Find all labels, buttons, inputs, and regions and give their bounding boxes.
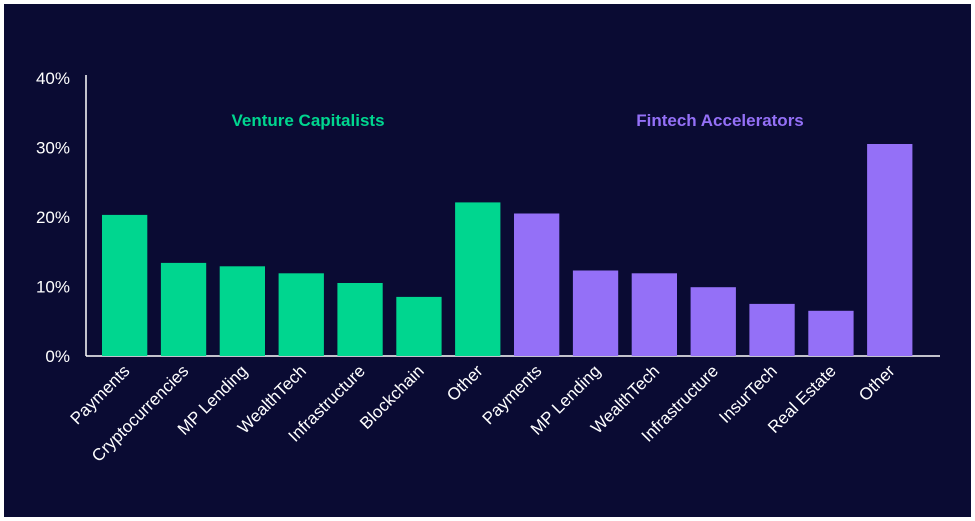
y-tick-label: 40% xyxy=(36,69,70,88)
bar-insurtech xyxy=(749,303,795,356)
bar-real-estate xyxy=(808,310,854,356)
bar-mp-lending xyxy=(219,266,265,356)
bar-wealthtech xyxy=(631,273,677,356)
y-tick-label: 30% xyxy=(36,139,70,158)
y-tick-label: 0% xyxy=(45,347,70,366)
bar-cryptocurrencies xyxy=(160,262,207,356)
bar-payments xyxy=(102,214,148,356)
bar-other xyxy=(455,202,501,356)
group-label: Fintech Accelerators xyxy=(636,111,804,130)
bar-blockchain xyxy=(396,296,442,356)
category-label: Other xyxy=(443,361,487,405)
bar-other xyxy=(867,144,913,356)
y-tick-label: 20% xyxy=(36,208,70,227)
bars xyxy=(102,144,913,356)
category-label: Blockchain xyxy=(356,361,428,433)
bar-wealthtech xyxy=(278,273,324,356)
group-label: Venture Capitalists xyxy=(231,111,384,130)
bar-payments xyxy=(514,213,560,356)
bar-infrastructure xyxy=(690,287,736,356)
y-tick-labels: 0% 10% 20% 30% 40% xyxy=(36,69,70,366)
bar-mp-lending xyxy=(572,270,619,356)
group-labels: Venture Capitalists Fintech Accelerators xyxy=(231,111,803,130)
y-tick-label: 10% xyxy=(36,278,70,297)
category-label: Other xyxy=(855,361,899,405)
bar-infrastructure xyxy=(337,283,383,356)
